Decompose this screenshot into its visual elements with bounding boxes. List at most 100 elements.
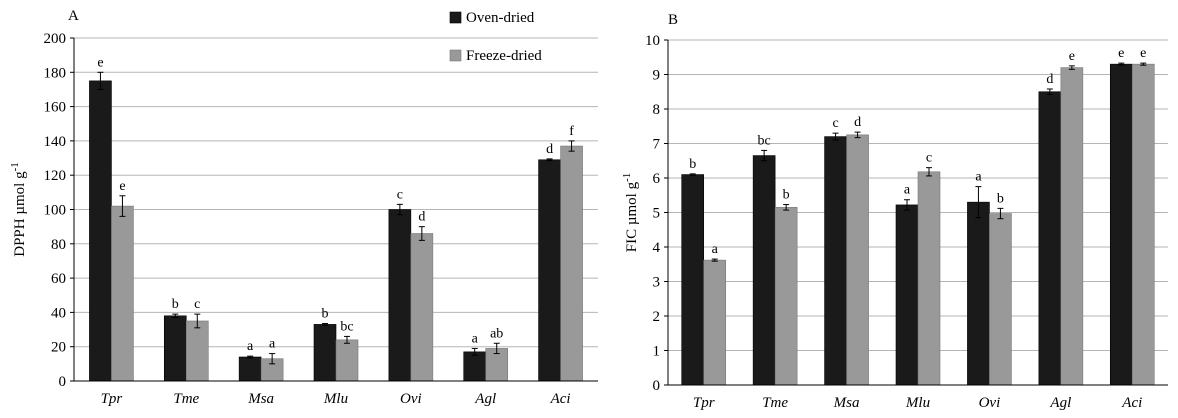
bar-freeze <box>703 259 727 386</box>
bar-freeze <box>185 320 209 382</box>
y-tick-label: 1 <box>653 344 661 360</box>
y-tick-label: 40 <box>51 305 66 321</box>
significance-letter: e <box>1118 46 1124 61</box>
category-label: Tme <box>762 395 788 411</box>
bar-freeze <box>111 205 134 382</box>
y-tick-label: 20 <box>51 340 66 356</box>
y-tick-label: 4 <box>653 240 661 256</box>
y-tick-label: 0 <box>59 374 67 390</box>
category-label: Mlu <box>905 395 930 411</box>
bar-oven <box>1109 63 1133 386</box>
y-tick-label: 160 <box>44 100 67 116</box>
y-tick-label: 5 <box>653 206 661 222</box>
significance-letter: d <box>854 115 861 130</box>
bar-freeze <box>989 213 1012 386</box>
bar-freeze <box>774 207 798 386</box>
y-tick-label: 140 <box>44 134 67 150</box>
legend-label-oven: Oven-dried <box>466 10 535 26</box>
bar-oven <box>752 155 776 386</box>
significance-letter: a <box>975 170 982 185</box>
significance-letter: e <box>119 179 125 194</box>
bar-oven <box>388 209 412 382</box>
y-tick-label: 10 <box>645 33 660 49</box>
category-label: Ovi <box>979 395 1001 411</box>
significance-letter: e <box>1069 49 1075 64</box>
category-label: Mlu <box>323 391 348 407</box>
significance-letter: c <box>832 116 838 131</box>
category-label: Msa <box>833 395 860 411</box>
y-tick-label: 100 <box>44 203 67 219</box>
y-tick-label: 180 <box>44 65 67 81</box>
bar-freeze <box>560 145 583 382</box>
significance-letter: e <box>97 55 103 70</box>
bar-oven <box>681 174 705 386</box>
category-label: Msa <box>247 391 274 407</box>
legend-swatch-freeze <box>449 49 462 62</box>
y-axis-label: DPPH µmol g-1 <box>9 162 28 257</box>
significance-letter: b <box>783 188 790 203</box>
bar-oven <box>538 159 561 382</box>
significance-letter: b <box>689 157 696 172</box>
significance-letter: b <box>997 191 1004 206</box>
significance-letter: c <box>194 297 200 312</box>
significance-letter: b <box>172 297 179 312</box>
bar-oven <box>824 136 847 386</box>
y-tick-label: 0 <box>653 378 661 394</box>
bar-freeze <box>917 171 941 386</box>
y-tick-label: 60 <box>51 271 66 287</box>
significance-letter: a <box>247 339 254 354</box>
panel-letter-b: B <box>668 12 678 28</box>
y-tick-label: 8 <box>653 102 661 118</box>
y-tick-label: 2 <box>653 309 661 325</box>
y-tick-label: 120 <box>44 168 67 184</box>
significance-letter: b <box>322 307 329 322</box>
bar-freeze <box>410 233 434 382</box>
legend: Oven-dried Freeze-dried <box>449 10 542 64</box>
legend-swatch-oven <box>449 11 462 24</box>
y-axis-label: FIC µmol g-1 <box>621 173 640 253</box>
bar-oven <box>1038 91 1062 386</box>
significance-letter: a <box>269 337 276 352</box>
y-tick-label: 9 <box>653 68 661 84</box>
significance-letter: d <box>546 142 553 157</box>
y-tick-label: 200 <box>44 31 67 47</box>
y-tick-label: 3 <box>653 275 661 291</box>
panel-letter-a: A <box>68 8 79 24</box>
bar-oven <box>313 324 337 382</box>
bar-freeze <box>1060 67 1084 386</box>
significance-letter: c <box>397 187 403 202</box>
bar-freeze <box>335 339 359 382</box>
category-label: Ovi <box>400 391 422 407</box>
significance-letter: a <box>712 242 719 257</box>
bar-freeze <box>1131 63 1155 386</box>
bar-freeze <box>846 134 869 386</box>
category-label: Agl <box>1049 395 1071 411</box>
significance-letter: d <box>418 210 425 225</box>
category-label: Tpr <box>693 395 715 411</box>
significance-letter: a <box>472 331 479 346</box>
category-label: Tpr <box>101 391 123 407</box>
significance-letter: c <box>926 151 932 166</box>
category-label: Tme <box>173 391 199 407</box>
legend-label-freeze: Freeze-dried <box>466 48 542 64</box>
y-tick-label: 6 <box>653 171 661 187</box>
category-label: Agl <box>474 391 496 407</box>
significance-letter: bc <box>758 133 771 148</box>
y-tick-label: 7 <box>653 137 661 153</box>
significance-letter: e <box>1140 46 1146 61</box>
bar-oven <box>895 204 919 386</box>
bar-oven <box>163 315 187 382</box>
category-label: Aci <box>550 391 571 407</box>
significance-letter: f <box>569 124 574 139</box>
bar-oven <box>89 80 112 382</box>
category-label: Aci <box>1121 395 1142 411</box>
significance-letter: d <box>1046 72 1053 87</box>
significance-letter: bc <box>340 319 353 334</box>
bar-oven <box>238 356 262 382</box>
significance-letter: a <box>904 183 911 198</box>
bar-oven <box>463 351 487 382</box>
bar-oven <box>967 201 990 386</box>
